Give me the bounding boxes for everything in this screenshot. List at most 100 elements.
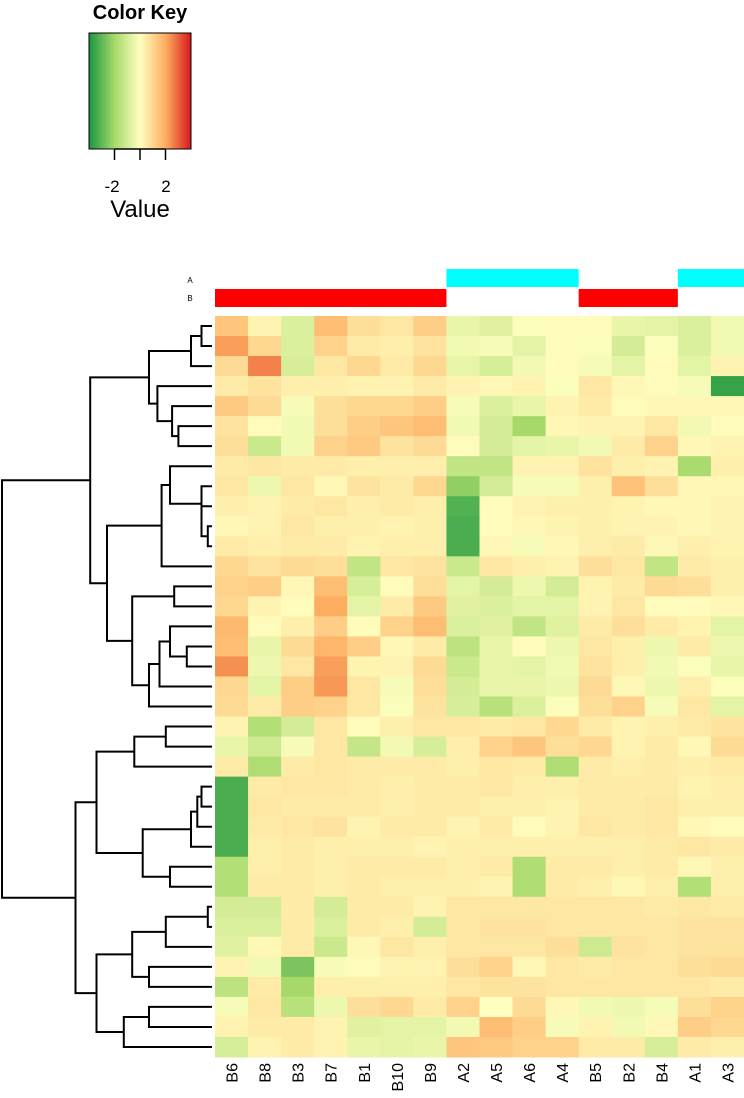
heatmap-cell: [479, 956, 514, 978]
heatmap-cell: [710, 956, 744, 978]
heatmap-cell: [611, 736, 646, 758]
heatmap-cell: [512, 416, 547, 437]
heatmap-cell: [611, 976, 646, 998]
heatmap-cell: [545, 436, 580, 457]
heatmap-cell: [347, 516, 381, 537]
heatmap-cell: [446, 456, 480, 477]
heatmap-cell: [710, 396, 744, 417]
heatmap-cell: [710, 1036, 744, 1058]
heatmap-cell: [215, 876, 249, 898]
heatmap-cell: [281, 936, 315, 958]
heatmap-cell: [545, 716, 580, 738]
heatmap-cell: [413, 636, 447, 657]
heatmap-cell: [215, 616, 249, 637]
heatmap-cell: [512, 896, 547, 918]
heatmap-cell: [611, 636, 646, 657]
heatmap-cell: [545, 376, 580, 397]
heatmap-cell: [677, 336, 712, 357]
heatmap-cell: [248, 596, 282, 617]
heatmap-cell: [578, 536, 613, 557]
heatmap-cell: [248, 896, 282, 918]
heatmap-cell: [380, 576, 414, 597]
heatmap-cell: [248, 516, 282, 537]
heatmap-cell: [644, 936, 679, 958]
heatmap-cell: [248, 916, 282, 938]
heatmap-cell: [644, 556, 679, 577]
heatmap-cell: [611, 556, 646, 577]
heatmap-cell: [479, 856, 514, 878]
dendrogram-branch: [169, 625, 212, 658]
heatmap-cell: [347, 336, 381, 357]
heatmap-cell: [545, 676, 580, 698]
dendrogram-branch: [169, 865, 212, 888]
heatmap-cell: [578, 1036, 613, 1058]
column-label-b9: B9: [423, 1063, 440, 1083]
heatmap-cell: [677, 476, 712, 497]
heatmap-cell: [710, 696, 744, 718]
heatmap-cell: [578, 976, 613, 998]
heatmap-cell: [512, 876, 547, 898]
annotation-cell-a-a3: [710, 269, 744, 287]
heatmap-cell: [413, 476, 447, 497]
heatmap-cell: [644, 576, 679, 597]
heatmap-cell: [413, 356, 447, 377]
heatmap-cell: [677, 496, 712, 517]
heatmap-cell: [380, 396, 414, 417]
heatmap-cell: [314, 356, 348, 377]
heatmap-cell: [710, 656, 744, 677]
heatmap-cell: [710, 636, 744, 657]
heatmap-cell: [380, 596, 414, 617]
dendrogram-branch: [185, 645, 212, 668]
heatmap-cell: [347, 896, 381, 918]
heatmap-cell: [677, 916, 712, 938]
heatmap-cell: [314, 536, 348, 557]
heatmap-cell: [479, 456, 514, 477]
heatmap-cell: [248, 456, 282, 477]
heatmap-cell: [314, 776, 348, 798]
heatmap-cell: [710, 556, 744, 577]
heatmap-cell: [215, 716, 249, 738]
heatmap-cell: [611, 816, 646, 838]
heatmap-cell: [710, 356, 744, 377]
heatmap-cell: [347, 376, 381, 397]
heatmap-cell: [710, 376, 744, 397]
heatmap-cell: [644, 596, 679, 617]
dendrogram-branch: [206, 525, 212, 548]
heatmap-cell: [479, 616, 514, 637]
annotation-cell-b-b7: [314, 289, 348, 307]
heatmap-cell: [248, 696, 282, 718]
heatmap-cell: [413, 976, 447, 998]
heatmap-cell: [545, 956, 580, 978]
heatmap-cell: [611, 516, 646, 537]
heatmap-cell: [347, 476, 381, 497]
heatmap-cell: [413, 876, 447, 898]
heatmap-cell: [248, 956, 282, 978]
color-key-gradient: [88, 32, 192, 150]
heatmap-cell: [545, 776, 580, 798]
heatmap-cell: [644, 496, 679, 517]
heatmap-cell: [578, 656, 613, 677]
heatmap-cell: [314, 456, 348, 477]
heatmap-cell: [479, 396, 514, 417]
heatmap-cell: [545, 916, 580, 938]
heatmap-cell: [545, 556, 580, 577]
heatmap-cell: [413, 616, 447, 637]
heatmap-cell: [677, 576, 712, 597]
heatmap-cell: [512, 956, 547, 978]
heatmap-cell: [380, 476, 414, 497]
heatmap-cell: [512, 536, 547, 557]
heatmap-cell: [347, 636, 381, 657]
heatmap-cell: [380, 696, 414, 718]
dendrogram-branch: [177, 425, 212, 448]
heatmap-cell: [380, 876, 414, 898]
annotation-cell-a-b8: [248, 269, 282, 287]
heatmap-cell: [347, 316, 381, 337]
dendrogram-branch: [122, 1015, 212, 1048]
heatmap-cell: [314, 436, 348, 457]
heatmap-cell: [677, 596, 712, 617]
heatmap-cell: [248, 796, 282, 818]
heatmap-cell: [479, 716, 514, 738]
heatmap-cell: [479, 896, 514, 918]
heatmap-cell: [314, 696, 348, 718]
heatmap-cell: [281, 656, 315, 677]
